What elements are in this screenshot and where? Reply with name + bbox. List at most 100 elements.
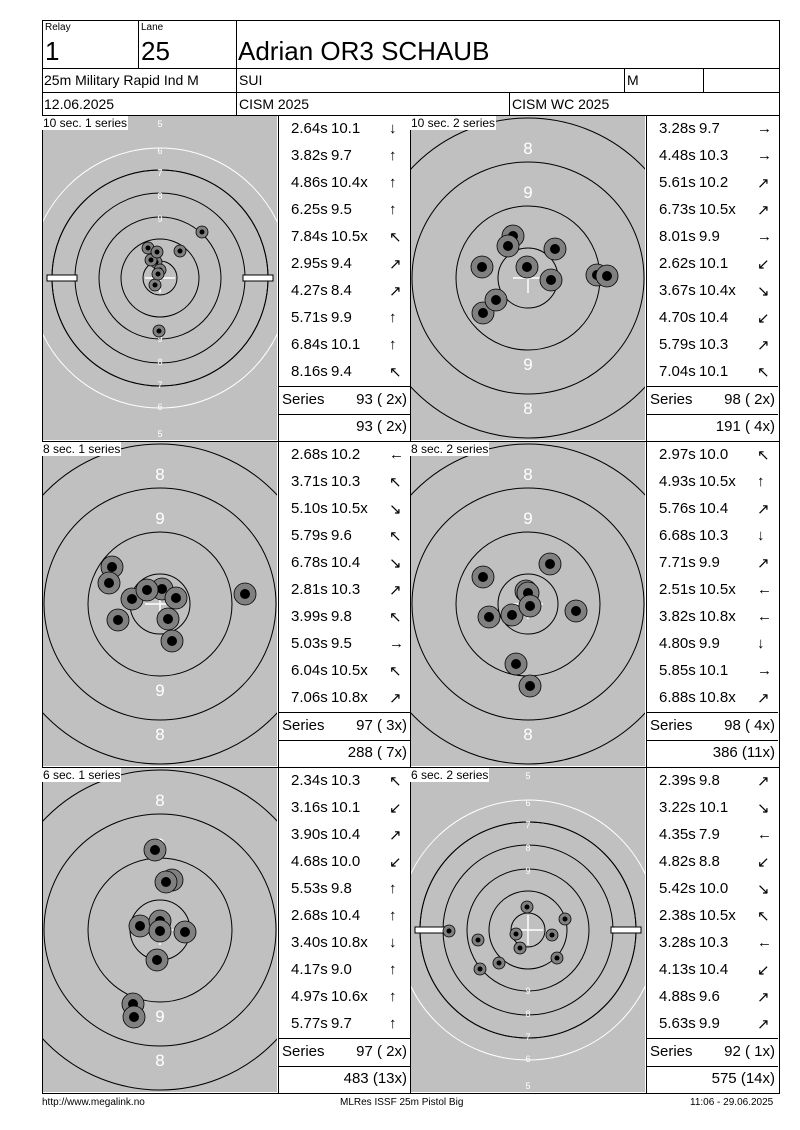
direction-arrow-icon: → — [757, 228, 772, 245]
shot-row: 3.40s 10.8x ↓ — [279, 930, 410, 957]
direction-arrow-icon: ↗ — [757, 773, 770, 790]
shot-time: 3.28s — [659, 120, 696, 137]
ring-label: 5 — [525, 771, 530, 781]
ring-label: 6 — [157, 146, 162, 156]
direction-arrow-icon: ↗ — [757, 175, 770, 192]
series-title: 8 sec. 1 series — [42, 442, 122, 456]
footer-program: MLRes ISSF 25m Pistol Big — [340, 1097, 464, 1108]
shot-mark — [518, 594, 542, 618]
side-bar-right — [610, 926, 642, 934]
shot-row: 4.13s 10.4 ↙ — [647, 957, 778, 984]
date: 12.06.2025 — [44, 96, 115, 112]
shot-score: 10.5x — [699, 201, 736, 218]
shot-row: 3.82s 10.8x ← — [647, 604, 778, 631]
shot-score: 10.3 — [331, 772, 361, 789]
shot-row: 4.17s 9.0 ↑ — [279, 957, 410, 984]
direction-arrow-icon: ↑ — [389, 907, 397, 924]
shot-row: 5.76s 10.4 ↗ — [647, 496, 778, 523]
shot-row: 4.82s 8.8 ↙ — [647, 849, 778, 876]
direction-arrow-icon: ↙ — [389, 800, 402, 817]
shot-time: 2.64s — [291, 120, 328, 137]
shot-row: 2.95s 9.4 ↗ — [279, 251, 410, 278]
shot-score: 10.2 — [331, 446, 361, 463]
shot-row: 3.28s 10.3 ← — [647, 930, 778, 957]
direction-arrow-icon: ↗ — [389, 582, 402, 599]
direction-arrow-icon: ↙ — [757, 256, 770, 273]
shot-time: 3.22s — [659, 799, 696, 816]
shot-mark — [595, 264, 619, 288]
shot-mark — [145, 948, 169, 972]
series-total: 92 ( 1x) — [724, 1043, 775, 1060]
shot-row: 4.48s 10.3 → — [647, 143, 778, 170]
shot-mark — [492, 956, 506, 970]
shot-time: 6.73s — [659, 201, 696, 218]
shot-mark — [484, 288, 508, 312]
shot-time: 6.88s — [659, 689, 696, 706]
direction-arrow-icon: ↘ — [757, 881, 770, 898]
shot-score: 10.8x — [331, 689, 368, 706]
shot-score: 9.7 — [699, 120, 720, 137]
championship: CISM WC 2025 — [512, 96, 610, 112]
shot-time: 4.27s — [291, 282, 328, 299]
ring-label: 8 — [155, 1051, 164, 1070]
direction-arrow-icon: → — [757, 120, 772, 137]
shot-score: 10.4 — [331, 554, 361, 571]
direction-arrow-icon: ↘ — [757, 800, 770, 817]
shot-time: 4.86s — [291, 174, 328, 191]
shot-row: 6.73s 10.5x ↗ — [647, 197, 778, 224]
direction-arrow-icon: ← — [757, 581, 772, 598]
shot-row: 2.68s 10.4 ↑ — [279, 903, 410, 930]
shot-score: 9.7 — [331, 147, 352, 164]
shot-mark — [156, 607, 180, 631]
side-bar-right — [242, 274, 274, 282]
shot-mark — [496, 234, 520, 258]
ring-line — [411, 487, 645, 721]
direction-arrow-icon: ↗ — [757, 555, 770, 572]
shot-row: 2.97s 10.0 ↖ — [647, 442, 778, 469]
shot-row: 5.42s 10.0 ↘ — [647, 876, 778, 903]
shot-score: 9.5 — [331, 201, 352, 218]
shot-row: 5.10s 10.5x ↘ — [279, 496, 410, 523]
shot-mark — [106, 608, 130, 632]
shot-row: 5.79s 10.3 ↗ — [647, 332, 778, 359]
direction-arrow-icon: ↖ — [389, 474, 402, 491]
shot-row: 3.71s 10.3 ↖ — [279, 469, 410, 496]
shot-time: 3.82s — [659, 608, 696, 625]
shot-mark — [518, 674, 542, 698]
ring-label: 6 — [525, 1054, 530, 1064]
direction-arrow-icon: ↖ — [757, 447, 770, 464]
shot-score: 9.0 — [331, 961, 352, 978]
shot-row: 5.85s 10.1 → — [647, 658, 778, 685]
shot-mark — [543, 237, 567, 261]
cumulative-total: 288 ( 7x) — [347, 744, 407, 761]
shot-time: 5.63s — [659, 1015, 696, 1032]
shot-score: 10.5x — [699, 581, 736, 598]
shot-score: 10.5x — [699, 473, 736, 490]
shot-time: 5.53s — [291, 880, 328, 897]
shot-score: 10.2 — [699, 174, 729, 191]
series-title: 10 sec. 2 series — [410, 116, 497, 130]
shot-mark — [442, 924, 456, 938]
shot-row: 3.22s 10.1 ↘ — [647, 795, 778, 822]
shot-score: 9.4 — [331, 255, 352, 272]
cumulative-total: 191 ( 4x) — [715, 418, 775, 435]
direction-arrow-icon: ↗ — [757, 1016, 770, 1033]
cumulative-total: 483 (13x) — [343, 1070, 407, 1087]
shot-score: 9.4 — [331, 363, 352, 380]
ring-label: 9 — [523, 183, 532, 202]
shot-time: 2.38s — [659, 907, 696, 924]
ring-line — [411, 117, 645, 439]
shot-row: 7.84s 10.5x ↖ — [279, 224, 410, 251]
ring-label: 8 — [155, 725, 164, 744]
shot-score: 9.6 — [699, 988, 720, 1005]
direction-arrow-icon: ↘ — [389, 501, 402, 518]
shot-mark — [97, 571, 121, 595]
target-2: 8 9 9 8 — [411, 116, 645, 440]
shot-row: 4.27s 8.4 ↗ — [279, 278, 410, 305]
direction-arrow-icon: ↖ — [389, 609, 402, 626]
shot-mark — [471, 933, 485, 947]
ring-label: 8 — [525, 1009, 530, 1019]
series-title: 8 sec. 2 series — [410, 442, 490, 456]
ring-label: 7 — [525, 1032, 530, 1042]
shot-score: 10.5x — [331, 228, 368, 245]
